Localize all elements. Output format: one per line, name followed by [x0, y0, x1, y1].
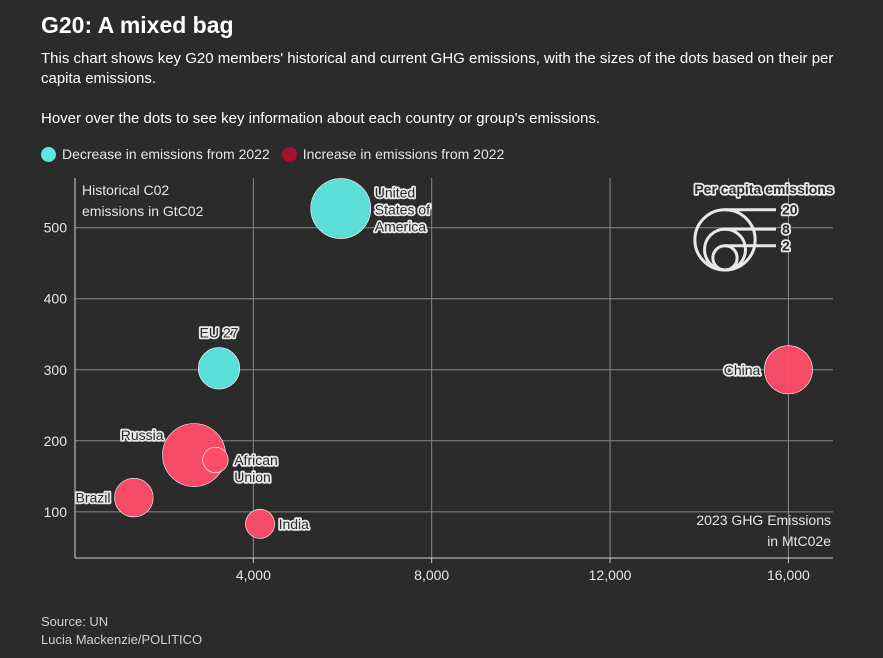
point-label: America	[375, 219, 427, 235]
size-legend-value: 20	[782, 202, 798, 218]
size-legend: Per capita emissions 20 82	[693, 179, 836, 272]
size-legend-circle	[711, 244, 739, 272]
size-legend-circle	[693, 208, 757, 272]
y-axis-title: emissions in GtC02	[82, 203, 204, 219]
bubble-china[interactable]: China	[764, 345, 813, 395]
legend-item-decrease[interactable]: Decrease in emissions from 2022	[41, 146, 270, 162]
y-tick-label: 500	[44, 220, 68, 236]
legend-swatch-decrease	[41, 146, 56, 162]
legend-label-increase: Increase in emissions from 2022	[302, 146, 505, 162]
axes: 100 200 300 400 500 4,000 8,000 12,000 16,000 His…	[44, 178, 833, 583]
y-axis-title: Historical C02	[82, 182, 169, 198]
size-legend-title: Per capita emissions	[694, 181, 834, 197]
size-legend-value: 8	[782, 221, 790, 237]
grid	[75, 178, 833, 558]
bubble-african-union[interactable]: African Union	[202, 446, 229, 474]
page-title: G20: A mixed bag	[41, 12, 234, 38]
x-tick-label: 12,000	[589, 567, 632, 583]
point-label: United	[375, 185, 415, 201]
chart-subtitle: This chart shows key G20 members' histor…	[41, 50, 834, 87]
bubble-united-states-of-america[interactable]: United States of America	[310, 178, 372, 239]
x-tick-label: 8,000	[414, 567, 449, 583]
bubble-india[interactable]: India	[245, 509, 275, 539]
point-label: African	[234, 452, 278, 468]
credit-note: Lucia Mackenzie/POLITICO	[41, 632, 203, 647]
x-tick-label: 16,000	[767, 567, 810, 583]
source-note: Source: UN	[41, 614, 109, 629]
color-legend: Decrease in emissions from 2022 Increase…	[41, 146, 516, 162]
x-axis-title: in MtC02e	[767, 533, 831, 549]
legend-swatch-increase	[281, 146, 297, 162]
point-label: China	[724, 362, 761, 378]
bubbles: United States of America EU 27 China Russia…	[114, 178, 813, 539]
footer: Source: UN Lucia Mackenzie/POLITICO	[41, 613, 202, 649]
y-tick-label: 300	[44, 362, 68, 378]
size-legend-value: 2	[782, 238, 790, 254]
legend-item-increase[interactable]: Increase in emissions from 2022	[281, 146, 505, 162]
x-axis-title: 2023 GHG Emissions	[696, 512, 831, 528]
point-label: India	[279, 516, 310, 532]
point-label: EU 27	[200, 325, 239, 341]
x-tick-label: 4,000	[236, 567, 271, 583]
bubble-eu-27[interactable]: EU 27	[197, 347, 241, 390]
y-tick-label: 400	[44, 291, 68, 307]
point-label: Brazil	[76, 490, 111, 506]
y-tick-label: 200	[44, 433, 68, 449]
point-label: Union	[234, 469, 271, 485]
legend-label-decrease: Decrease in emissions from 2022	[62, 146, 270, 162]
y-tick-label: 100	[44, 504, 68, 520]
size-legend-circle	[703, 227, 747, 272]
bubble-brazil[interactable]: Brazil	[114, 478, 154, 518]
hover-instructions: Hover over the dots to see key informati…	[41, 110, 600, 127]
point-label: States of	[375, 202, 430, 218]
point-label: Russia	[121, 427, 164, 443]
